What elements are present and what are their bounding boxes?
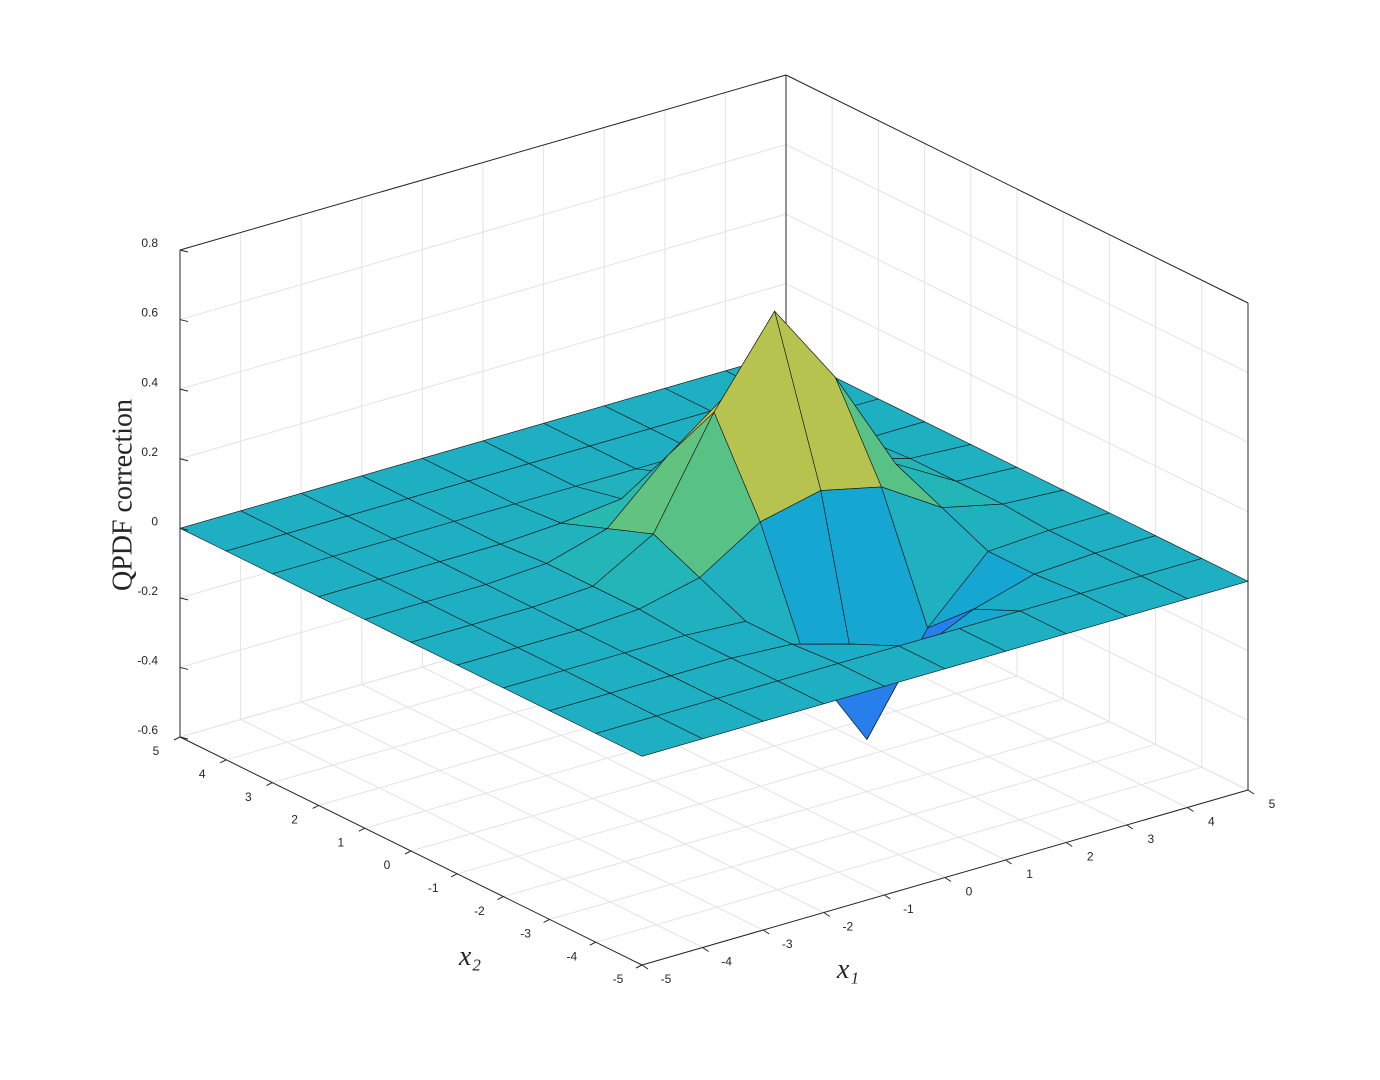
x-tick-label: 3 bbox=[1147, 832, 1154, 846]
grid-line bbox=[785, 283, 1249, 513]
grid-line bbox=[179, 213, 787, 390]
grid-line bbox=[549, 743, 1156, 920]
z-tick-label: 0.2 bbox=[141, 445, 158, 459]
x-tick-label: 0 bbox=[966, 885, 973, 899]
z-tick-label: 0 bbox=[151, 514, 158, 528]
y-tick-label: -4 bbox=[566, 949, 577, 963]
x-tick-label: 2 bbox=[1087, 850, 1094, 864]
x-tick-label: -1 bbox=[903, 902, 914, 916]
axis-line bbox=[785, 74, 1249, 304]
grid-line bbox=[503, 721, 1110, 898]
y-tick-label: 0 bbox=[384, 858, 391, 872]
x-tick-label: -5 bbox=[661, 972, 672, 986]
tick-mark bbox=[179, 736, 189, 740]
tick-mark bbox=[179, 249, 189, 253]
tick-mark bbox=[179, 388, 189, 392]
y-tick-label: 3 bbox=[245, 790, 252, 804]
y-tick-label: -3 bbox=[520, 927, 531, 941]
surface-patch bbox=[594, 715, 704, 757]
x-tick-label: -3 bbox=[782, 937, 793, 951]
grid-line bbox=[410, 675, 1018, 852]
z-tick-label: 0.4 bbox=[141, 375, 158, 389]
tick-mark bbox=[179, 597, 189, 601]
tick-mark bbox=[1126, 824, 1134, 830]
tick-mark bbox=[1065, 842, 1073, 847]
y-tick-label: 1 bbox=[337, 835, 344, 849]
x-tick-label: -4 bbox=[721, 955, 732, 969]
grid-line bbox=[595, 766, 1202, 943]
tick-mark bbox=[589, 941, 597, 946]
x-tick-label: 5 bbox=[1269, 797, 1276, 811]
tick-mark bbox=[450, 873, 458, 878]
tick-mark bbox=[179, 666, 189, 670]
tick-mark bbox=[312, 804, 319, 809]
z-tick-label: 0.8 bbox=[141, 236, 158, 250]
x-axis-label: x₁ bbox=[836, 954, 859, 985]
tick-mark bbox=[884, 894, 891, 900]
tick-mark bbox=[1187, 807, 1194, 812]
tick-mark bbox=[1005, 859, 1012, 865]
tick-mark bbox=[823, 912, 831, 917]
grid-line bbox=[785, 144, 1249, 374]
y-tick-label: -1 bbox=[428, 881, 439, 895]
x-tick-label: 1 bbox=[1026, 867, 1033, 881]
tick-mark bbox=[173, 736, 181, 741]
tick-mark bbox=[944, 877, 952, 882]
y-axis-label: x₂ bbox=[458, 941, 481, 972]
z-axis-label: QPDF correction bbox=[107, 399, 138, 591]
y-tick-label: 2 bbox=[291, 813, 298, 827]
y-tick-label: 5 bbox=[153, 744, 160, 758]
tick-mark bbox=[641, 964, 649, 970]
tick-mark bbox=[266, 782, 273, 787]
tick-mark bbox=[179, 458, 189, 462]
tick-mark bbox=[635, 964, 643, 969]
grid-line bbox=[457, 698, 1064, 875]
tick-mark bbox=[179, 319, 189, 323]
grid-line bbox=[179, 283, 787, 460]
tick-mark bbox=[762, 929, 770, 935]
tick-mark bbox=[179, 527, 189, 531]
tick-mark bbox=[702, 947, 709, 952]
y-tick-label: -5 bbox=[613, 972, 624, 986]
x-tick-label: 4 bbox=[1208, 815, 1215, 829]
grid-line bbox=[785, 213, 1249, 443]
tick-mark bbox=[497, 896, 504, 901]
y-tick-label: -2 bbox=[474, 904, 485, 918]
z-tick-label: -0.2 bbox=[137, 584, 158, 598]
axis-line bbox=[179, 74, 787, 251]
tick-mark bbox=[404, 850, 412, 855]
z-tick-label: -0.6 bbox=[137, 723, 158, 737]
tick-mark bbox=[543, 918, 550, 923]
y-tick-label: 4 bbox=[199, 767, 206, 781]
x-tick-label: -2 bbox=[842, 920, 853, 934]
z-tick-label: 0.6 bbox=[141, 306, 158, 320]
tick-mark bbox=[1247, 789, 1255, 795]
tick-mark bbox=[358, 827, 366, 832]
z-tick-label: -0.4 bbox=[137, 654, 158, 668]
tick-mark bbox=[219, 759, 227, 764]
grid-line bbox=[179, 144, 787, 321]
